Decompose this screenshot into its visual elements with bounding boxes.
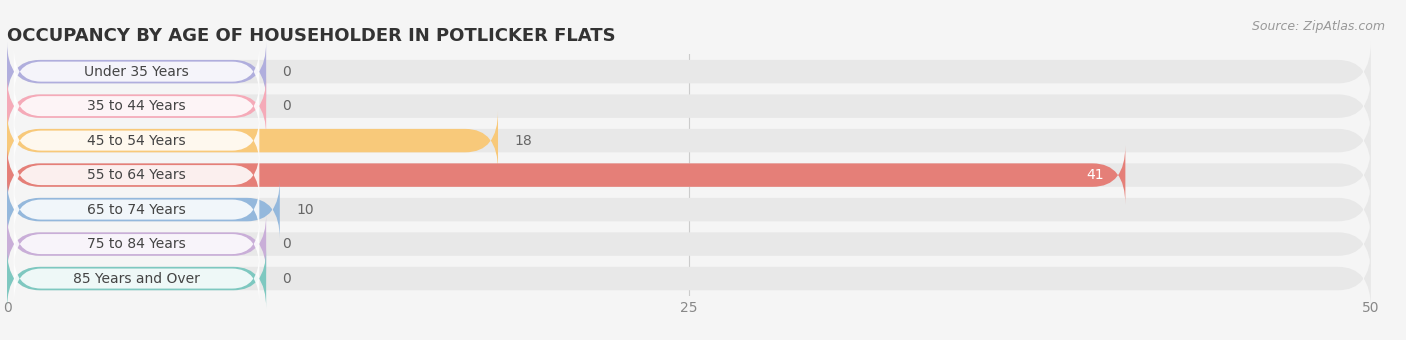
FancyBboxPatch shape [7, 180, 280, 239]
FancyBboxPatch shape [7, 111, 1371, 170]
Text: 65 to 74 Years: 65 to 74 Years [87, 203, 186, 217]
Text: 55 to 64 Years: 55 to 64 Years [87, 168, 186, 182]
Text: 10: 10 [297, 203, 314, 217]
FancyBboxPatch shape [7, 76, 266, 136]
FancyBboxPatch shape [14, 254, 259, 303]
Text: 0: 0 [283, 272, 291, 286]
Text: 0: 0 [283, 237, 291, 251]
Text: 0: 0 [283, 99, 291, 113]
FancyBboxPatch shape [14, 47, 259, 96]
FancyBboxPatch shape [7, 76, 1371, 136]
Text: 45 to 54 Years: 45 to 54 Years [87, 134, 186, 148]
FancyBboxPatch shape [7, 146, 1125, 205]
Text: 75 to 84 Years: 75 to 84 Years [87, 237, 186, 251]
Text: 85 Years and Over: 85 Years and Over [73, 272, 200, 286]
FancyBboxPatch shape [14, 185, 259, 234]
Text: OCCUPANCY BY AGE OF HOUSEHOLDER IN POTLICKER FLATS: OCCUPANCY BY AGE OF HOUSEHOLDER IN POTLI… [7, 27, 616, 45]
FancyBboxPatch shape [14, 116, 259, 165]
FancyBboxPatch shape [7, 111, 498, 170]
FancyBboxPatch shape [14, 82, 259, 131]
Text: 18: 18 [515, 134, 531, 148]
Text: 35 to 44 Years: 35 to 44 Years [87, 99, 186, 113]
FancyBboxPatch shape [7, 215, 1371, 274]
FancyBboxPatch shape [14, 220, 259, 269]
FancyBboxPatch shape [7, 215, 266, 274]
FancyBboxPatch shape [7, 42, 266, 101]
FancyBboxPatch shape [7, 146, 1371, 205]
FancyBboxPatch shape [14, 151, 259, 200]
Text: Under 35 Years: Under 35 Years [84, 65, 188, 79]
Text: 0: 0 [283, 65, 291, 79]
FancyBboxPatch shape [7, 180, 1371, 239]
FancyBboxPatch shape [7, 249, 266, 308]
FancyBboxPatch shape [7, 42, 1371, 101]
Text: 41: 41 [1085, 168, 1104, 182]
Text: Source: ZipAtlas.com: Source: ZipAtlas.com [1251, 20, 1385, 33]
FancyBboxPatch shape [7, 249, 1371, 308]
